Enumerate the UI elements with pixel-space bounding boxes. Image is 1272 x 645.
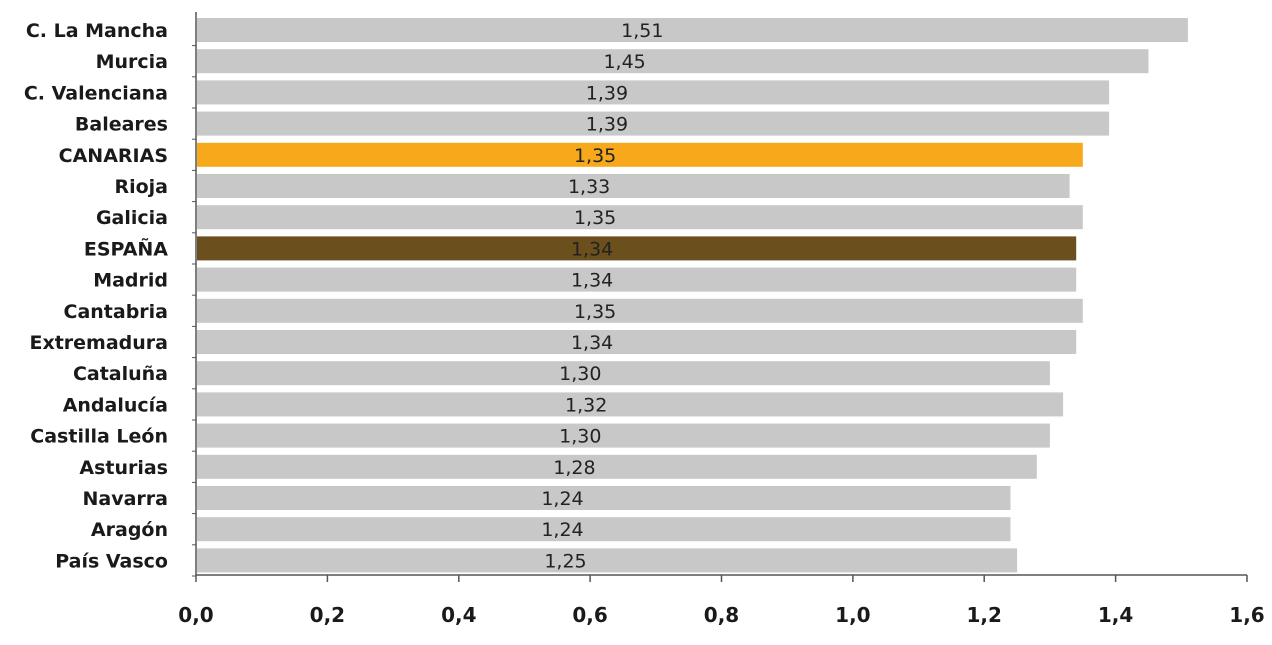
- category-label-galicia: Galicia: [96, 207, 168, 229]
- value-label-cataluna: 1,30: [559, 363, 601, 385]
- value-label-rioja: 1,33: [568, 176, 610, 198]
- value-label-murcia: 1,45: [603, 51, 645, 73]
- bar-baleares: [197, 111, 1110, 136]
- category-label-cataluna: Cataluña: [73, 363, 168, 385]
- x-tick-label: 0,4: [441, 603, 476, 627]
- category-label-c-la-mancha: C. La Mancha: [26, 20, 168, 42]
- x-tick-label: 1,6: [1229, 603, 1264, 627]
- value-label-asturias: 1,28: [553, 457, 595, 479]
- category-label-cantabria: Cantabria: [64, 301, 169, 323]
- category-label-baleares: Baleares: [75, 114, 168, 136]
- x-tick-label: 0,6: [572, 603, 607, 627]
- bar-galicia: [197, 205, 1083, 230]
- bar-murcia: [197, 49, 1149, 74]
- value-label-espana: 1,34: [571, 238, 613, 260]
- bar-madrid: [197, 267, 1077, 292]
- bar-navarra: [197, 486, 1011, 510]
- bars-layer: [197, 18, 1188, 573]
- category-label-castilla-leon: Castilla León: [30, 426, 168, 448]
- category-label-andalucia: Andalucía: [63, 394, 168, 416]
- value-label-c-valenciana: 1,39: [586, 82, 628, 104]
- x-tick-label: 1,4: [1098, 603, 1133, 627]
- bar-c-valenciana: [197, 80, 1110, 105]
- bar-cataluna: [197, 361, 1050, 386]
- x-tick-label: 0,0: [178, 603, 213, 627]
- value-label-aragon: 1,24: [541, 519, 583, 541]
- value-label-galicia: 1,35: [574, 207, 616, 229]
- value-label-pais-vasco: 1,25: [544, 550, 586, 572]
- bar-cantabria: [197, 298, 1083, 323]
- axis-layer: 0,0 0,2 0,4 0,6 0,8 1,0 1,2 1,4 1,6: [178, 12, 1265, 627]
- bar-pais-vasco: [197, 548, 1018, 573]
- x-tick-label: 1,2: [966, 603, 1001, 627]
- category-label-pais-vasco: País Vasco: [55, 550, 168, 572]
- x-tick-label: 1,0: [835, 603, 870, 627]
- bar-aragon: [197, 517, 1011, 542]
- bar-canarias: [197, 142, 1083, 167]
- bar-rioja: [197, 174, 1070, 198]
- category-label-extremadura: Extremadura: [29, 332, 168, 354]
- value-label-extremadura: 1,34: [571, 332, 613, 354]
- category-label-aragon: Aragón: [91, 519, 168, 541]
- bar-c-la-mancha: [197, 18, 1188, 42]
- value-label-c-la-mancha: 1,51: [621, 20, 663, 42]
- value-label-madrid: 1,34: [571, 270, 613, 292]
- value-label-baleares: 1,39: [586, 114, 628, 136]
- bar-espana: [197, 236, 1077, 261]
- category-label-madrid: Madrid: [93, 270, 168, 292]
- bar-castilla-leon: [197, 423, 1050, 448]
- bar-andalucia: [197, 392, 1064, 417]
- category-label-espana: ESPAÑA: [84, 236, 168, 260]
- category-label-canarias: CANARIAS: [59, 145, 168, 167]
- category-label-asturias: Asturias: [79, 457, 168, 479]
- category-label-rioja: Rioja: [114, 176, 168, 198]
- value-label-castilla-leon: 1,30: [559, 426, 601, 448]
- value-label-canarias: 1,35: [574, 145, 616, 167]
- bar-extremadura: [197, 330, 1077, 354]
- labels-layer: C. La Mancha 1,51 Murcia 1,45 C. Valenciana 1…: [24, 20, 664, 572]
- category-label-c-valenciana: C. Valenciana: [24, 82, 168, 104]
- x-tick-label: 0,8: [704, 603, 739, 627]
- value-label-andalucia: 1,32: [565, 394, 607, 416]
- category-label-navarra: Navarra: [83, 488, 169, 510]
- category-label-murcia: Murcia: [96, 51, 168, 73]
- bar-asturias: [197, 454, 1037, 479]
- x-tick-label: 0,2: [310, 603, 345, 627]
- value-label-cantabria: 1,35: [574, 301, 616, 323]
- value-label-navarra: 1,24: [541, 488, 583, 510]
